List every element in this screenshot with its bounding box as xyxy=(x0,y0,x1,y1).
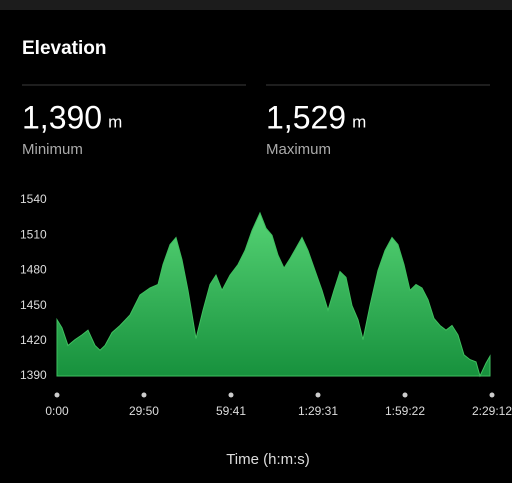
x-tick-dot xyxy=(141,392,147,398)
elevation-area xyxy=(56,211,491,378)
x-tick-dot xyxy=(54,392,60,398)
y-tick-label: 1510 xyxy=(20,227,47,241)
x-tick-dot xyxy=(402,392,408,398)
x-tick-label: 1:29:31 xyxy=(298,404,338,418)
x-axis-title: Time (h:m:s) xyxy=(226,451,310,468)
x-tick-dot xyxy=(315,392,321,398)
y-tick-label: 1450 xyxy=(20,298,47,312)
stat-label: Minimum xyxy=(22,141,83,158)
y-tick-label: 1540 xyxy=(20,192,47,206)
x-tick-label: 29:50 xyxy=(129,404,159,418)
x-tick-label: 59:41 xyxy=(216,404,246,418)
x-tick-label: 1:59:22 xyxy=(385,404,425,418)
x-tick-label: 0:00 xyxy=(45,404,69,418)
stat-value: 1,390 xyxy=(22,99,102,135)
top-strip xyxy=(0,0,512,10)
stat-value: 1,529 xyxy=(266,99,346,135)
stat-label: Maximum xyxy=(266,141,331,158)
x-tick-dot xyxy=(489,392,495,398)
x-tick-dot xyxy=(228,392,234,398)
card-title: Elevation xyxy=(22,38,106,59)
y-tick-label: 1420 xyxy=(20,333,47,347)
stat-unit: m xyxy=(108,112,122,131)
y-tick-label: 1390 xyxy=(20,368,47,382)
x-tick-label: 2:29:12 xyxy=(472,404,512,418)
stat-unit: m xyxy=(352,112,366,131)
y-tick-label: 1480 xyxy=(20,263,47,277)
